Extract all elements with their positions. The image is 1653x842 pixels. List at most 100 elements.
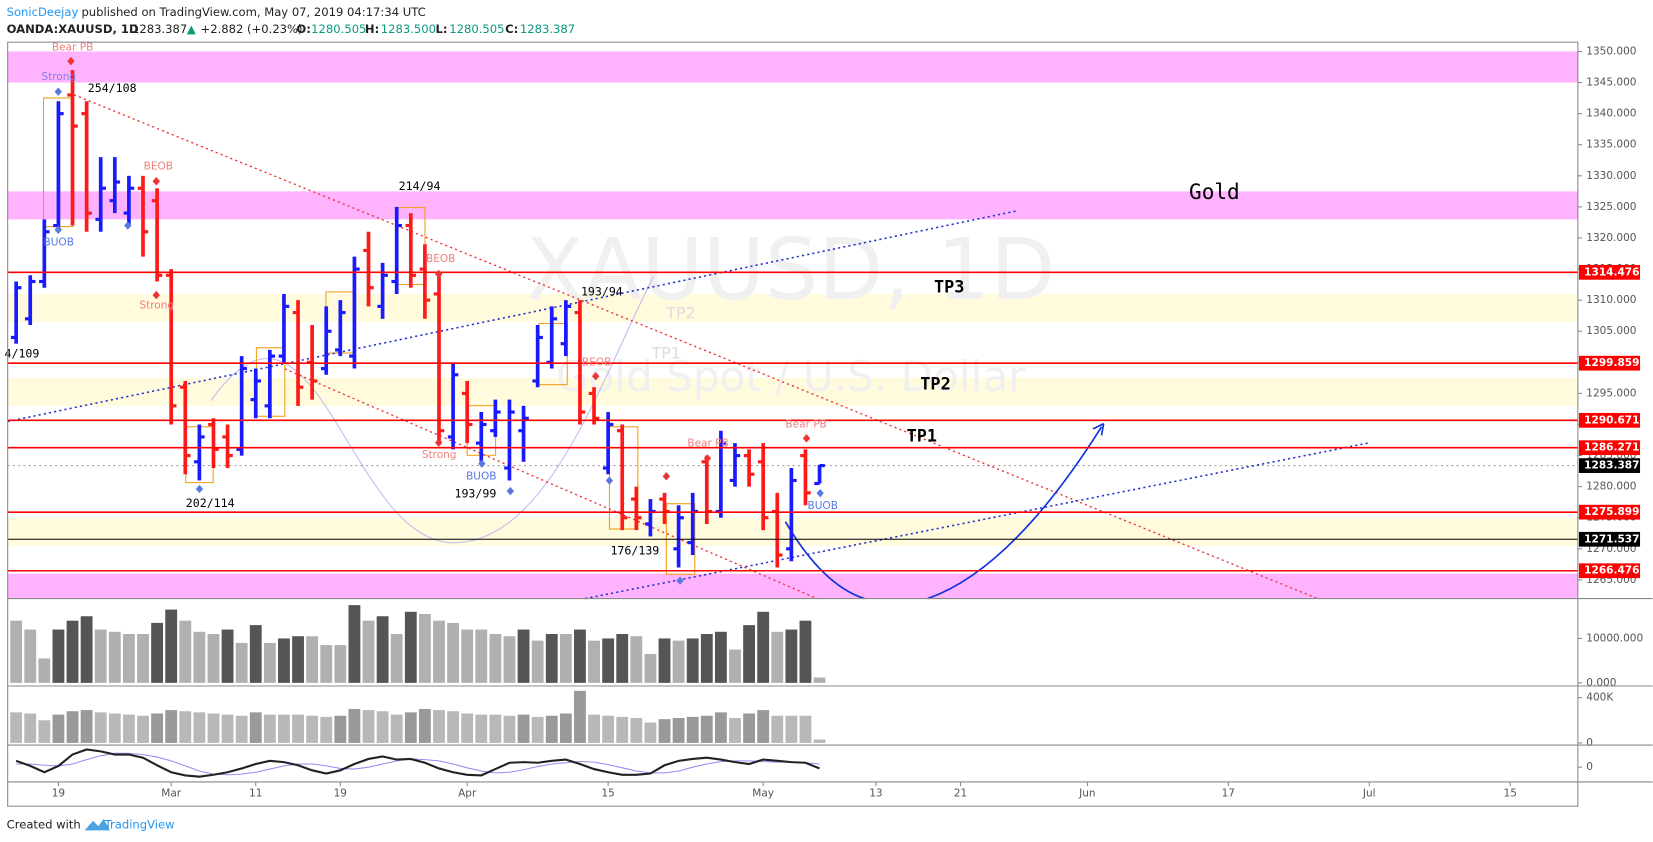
level-label-box [1578,563,1641,579]
volume-bar [489,633,502,683]
x-tick-label: Apr [458,788,477,800]
brand[interactable]: TradingView [104,818,175,832]
volume-bar [447,711,460,743]
volume-bar [743,713,756,743]
level-label-box [1578,264,1641,280]
volume-bar [574,629,586,683]
signal-marker [435,269,443,279]
x-tick-label: 13 [869,788,882,800]
x-tick-label: 19 [52,788,65,800]
y-tick-label: 1305.000 [1586,325,1636,337]
volume-bar [672,718,685,743]
volume-bar [94,629,107,683]
y-tick-label: 1320.000 [1586,232,1636,244]
volume-bar [348,708,361,743]
level-label: 1271.537 [1584,533,1639,545]
volume-bar [80,710,93,743]
x-tick-label: Mar [161,788,182,800]
volume-bar [235,715,248,743]
volume-bar [531,716,544,743]
annotation: BUOB [466,470,496,482]
volume-bar [616,633,629,683]
trendline [284,368,818,600]
zone [7,51,1578,83]
volume-bar [122,633,135,683]
watermark-name: Gold Spot / U.S. Dollar [556,352,1026,401]
annotation: Strong [41,71,76,83]
volume-bar [193,712,206,743]
volume-bar [320,645,333,683]
signal-marker [816,488,824,498]
volume-bar [249,712,262,743]
arrow: ▲ [187,22,196,36]
signal-marker [435,438,443,447]
author[interactable]: SonicDeejay [7,5,79,19]
level-label-box [1578,412,1641,428]
annotation: BUOB [808,500,838,512]
volume-bar [813,677,826,683]
level-label: 1266.476 [1584,565,1639,577]
y-tick-label: 1270.000 [1586,543,1636,555]
volume-bar [292,636,304,683]
h-value: 1283.500 [381,22,436,36]
volume-bar [644,653,657,683]
x-tick-label: 19 [334,788,347,800]
volume-bar [799,715,812,743]
y-tick-label: 1340.000 [1586,108,1636,120]
y-tick-label: 0 [1586,761,1593,773]
y-tick-label: 400K [1586,692,1614,704]
volume-bar [700,633,713,683]
volume-bar [503,715,516,743]
signal-marker [54,87,62,96]
annotation: 193/99 [455,487,497,501]
level-label-box [1578,355,1641,371]
x-tick-label: May [752,788,774,800]
signal-marker [478,459,486,468]
created-with: Created with [7,818,81,832]
annotation: Strong [422,449,457,461]
c-label: C: [505,22,518,36]
y-tick-label: 10000.000 [1586,632,1643,644]
volume-bar [10,620,23,683]
volume-bar [785,715,798,743]
y-tick-label: 1350.000 [1586,45,1636,57]
logo [84,818,110,831]
volume-bar [743,625,756,683]
volume-bar [714,712,727,743]
volume-bar [813,739,826,743]
volume-bar [94,712,107,743]
trendline [7,209,1018,423]
volume-bar [799,620,812,683]
signal-marker [802,434,811,443]
y-tick-label: 0.000 [1586,677,1616,689]
volume-bar [137,633,149,683]
volume-bar [475,629,488,683]
volume-bar [362,710,375,743]
volume-bar [785,629,798,683]
zone [7,573,1578,599]
signal-marker [592,371,600,381]
level-label: 1275.899 [1584,506,1639,518]
signal-marker [152,290,160,300]
level-label-box [1578,458,1641,473]
volume-bar [193,631,206,683]
last: 1283.387 [132,22,187,36]
volume-bar [418,614,431,683]
volume-bar [714,631,727,683]
y-tick-label: 1310.000 [1586,294,1636,306]
volume-bar [729,718,741,743]
published: published on TradingView.com, May 07, 20… [81,5,425,19]
volume-bar [306,636,319,683]
volume-bar [348,605,361,683]
volume-bar [545,715,558,743]
annotation: 4/109 [5,347,40,361]
annotation: 193/94 [581,284,623,298]
x-tick-label: 15 [1504,788,1517,800]
volume-bar [489,714,502,743]
y-tick-label: 1295.000 [1586,387,1636,399]
volume-bar [24,713,37,743]
zone [7,293,1578,322]
y-tick-label: 1330.000 [1586,170,1636,182]
annotation: TP3 [934,277,964,297]
